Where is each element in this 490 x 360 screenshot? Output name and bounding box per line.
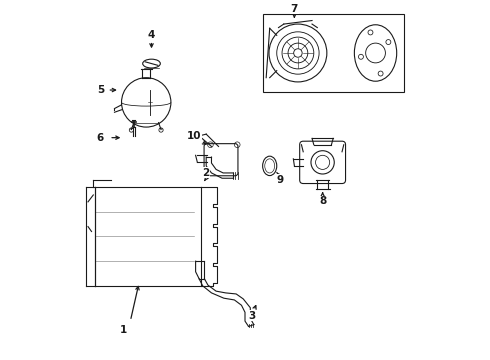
Text: 5: 5 <box>97 85 104 95</box>
Text: 7: 7 <box>291 4 298 14</box>
Text: 10: 10 <box>187 131 201 141</box>
Text: 1: 1 <box>120 325 127 335</box>
Text: 4: 4 <box>148 30 155 40</box>
Text: 3: 3 <box>248 311 256 321</box>
Text: 9: 9 <box>277 175 284 185</box>
Bar <box>263 14 404 92</box>
Text: 8: 8 <box>319 196 326 206</box>
Text: 2: 2 <box>202 168 210 178</box>
Text: 6: 6 <box>97 133 104 143</box>
